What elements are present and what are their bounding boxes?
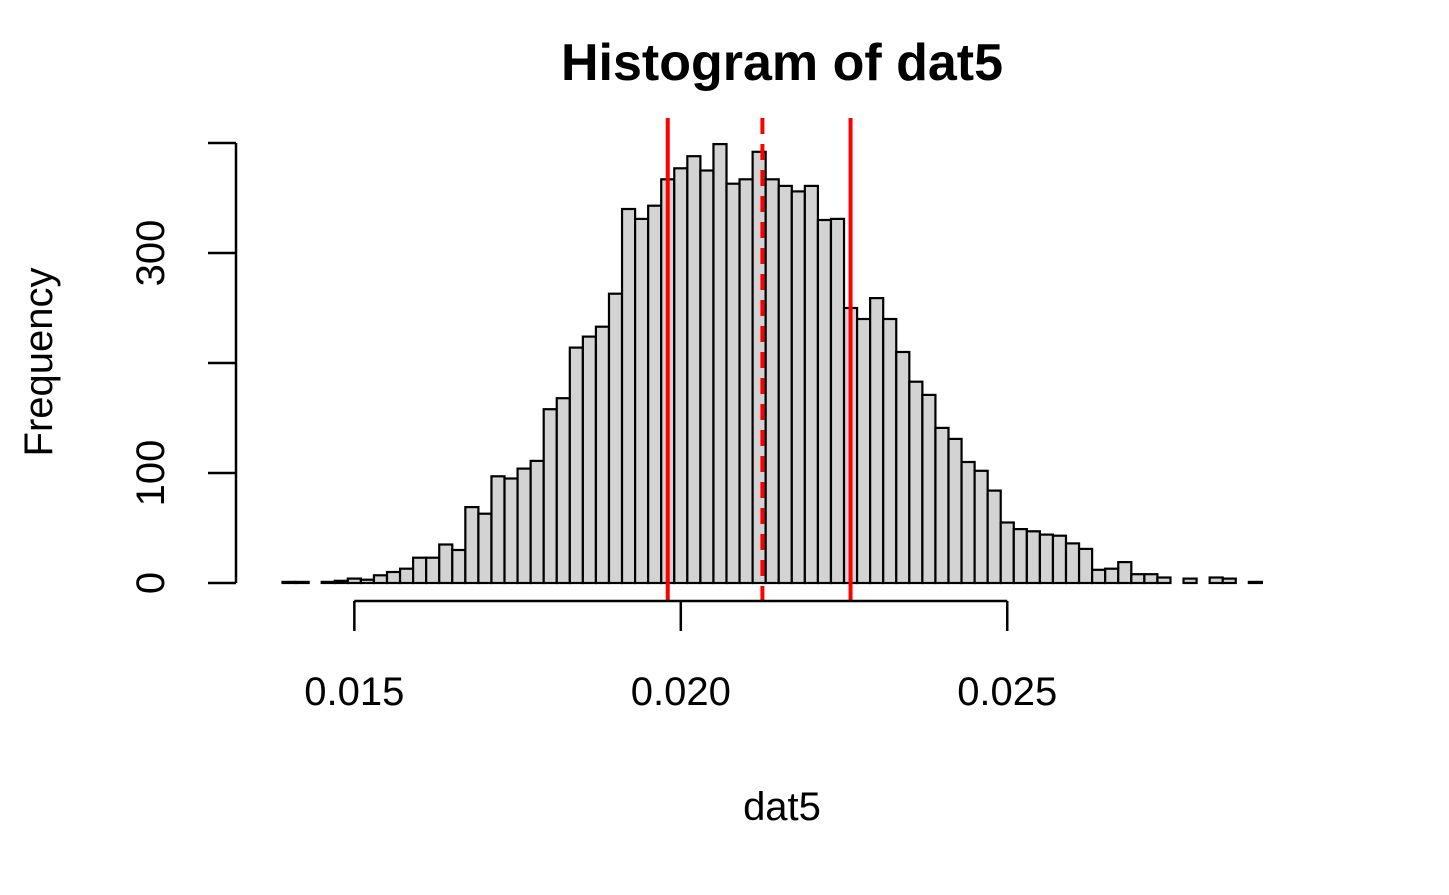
histogram-bar [1208, 576, 1224, 585]
histogram-bar [686, 155, 702, 585]
x-tick-label: 0.015 [304, 670, 404, 714]
histogram-bar [973, 469, 989, 585]
histogram-bars [281, 143, 1263, 585]
histogram-bar [320, 580, 336, 585]
histogram-bar [451, 548, 467, 585]
histogram-bar [1012, 527, 1028, 585]
y-axis: 0 100 300 [129, 141, 238, 594]
y-axis-label: Frequency [17, 268, 61, 457]
chart-title: Histogram of dat5 [561, 34, 1003, 92]
histogram-bar [529, 459, 545, 585]
y-tick-label: 0 [129, 572, 173, 594]
histogram-bar [333, 579, 349, 585]
histogram-bar [359, 578, 376, 585]
histogram-bar [607, 292, 624, 585]
histogram-bar [555, 397, 571, 585]
y-tick-label: 100 [129, 440, 173, 507]
histogram-bar [960, 460, 976, 585]
x-axis-label: dat5 [743, 785, 821, 829]
histogram-bar [1182, 577, 1198, 585]
histogram-bar [1025, 530, 1041, 585]
histogram-bar [294, 580, 310, 585]
histogram-bar [1038, 533, 1055, 585]
histogram-bar [633, 217, 650, 585]
histogram-bar [372, 574, 389, 585]
histogram-bar [1156, 576, 1172, 585]
histogram-bar [895, 350, 911, 585]
histogram-bar [1051, 534, 1068, 585]
histogram-bar [503, 477, 519, 585]
y-tick-label: 300 [129, 220, 173, 287]
reference-lines [665, 118, 853, 600]
histogram-bar [464, 506, 480, 585]
histogram-bar [620, 207, 637, 585]
histogram-bar [542, 408, 558, 585]
x-tick-label: 0.020 [631, 670, 731, 714]
histogram-bar [908, 380, 924, 585]
histogram-bar [947, 437, 963, 585]
histogram-bar [1221, 577, 1237, 585]
histogram-bar [398, 567, 415, 585]
histogram-bar [764, 178, 780, 585]
histogram-bar [999, 521, 1015, 585]
histogram-bar [1143, 573, 1159, 585]
histogram-bar [490, 475, 506, 585]
histogram-bar [581, 335, 598, 585]
histogram-bar [346, 577, 362, 585]
histogram-bar [921, 393, 937, 585]
histogram-bar [1247, 580, 1263, 585]
histogram-bar [516, 467, 532, 585]
x-tick-label: 0.025 [957, 670, 1057, 714]
histogram-bar [1077, 547, 1094, 585]
histogram-bar [594, 325, 611, 585]
histogram-bar [673, 167, 689, 585]
histogram-bar [882, 317, 898, 585]
histogram-bar [803, 184, 820, 585]
histogram-bar [647, 204, 663, 585]
histogram-bar [1104, 567, 1120, 585]
histogram-bar [869, 297, 885, 585]
histogram-bar [934, 426, 950, 585]
histogram-bar [699, 169, 715, 585]
histogram-bar [1064, 542, 1081, 585]
histogram-bar [568, 346, 584, 585]
histogram-bar [777, 184, 793, 585]
histogram-bar [855, 317, 872, 585]
histogram-bar [1091, 568, 1107, 585]
histogram-bar [790, 190, 806, 585]
histogram-bar [412, 556, 428, 585]
histogram-bar [281, 580, 297, 585]
histogram-bar [738, 178, 754, 585]
histogram-bar [438, 543, 454, 585]
histogram-bar [829, 217, 846, 585]
histogram-bar [385, 570, 402, 585]
histogram-bar [1130, 573, 1146, 585]
histogram-bar [425, 556, 441, 585]
histogram-bar [712, 143, 728, 585]
histogram-bar [1117, 560, 1133, 585]
histogram-bar [986, 489, 1002, 585]
x-axis: 0.015 0.020 0.025 [304, 599, 1057, 714]
histogram-bar [816, 218, 833, 585]
histogram-bar [477, 512, 493, 585]
histogram-bar [725, 182, 741, 585]
